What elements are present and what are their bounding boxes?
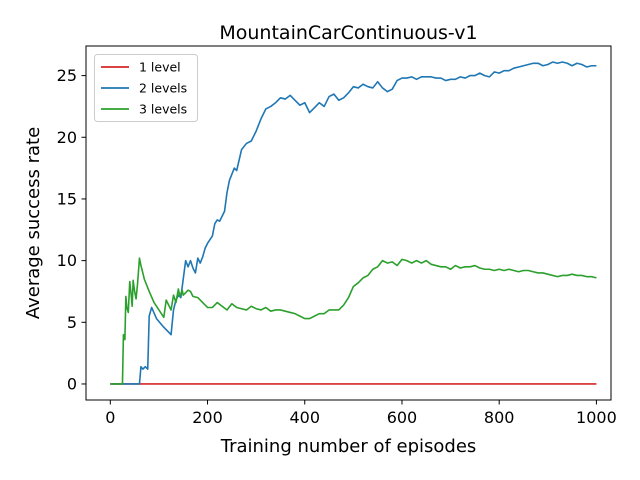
series-line-2-levels xyxy=(110,61,597,385)
series-line-3-levels xyxy=(110,257,597,385)
legend: 1 level 2 levels 3 levels xyxy=(94,54,198,122)
y-tick-label: 25 xyxy=(57,66,77,85)
x-tick-label: 600 xyxy=(387,408,418,427)
y-tick-label: 10 xyxy=(57,251,77,270)
plot-area xyxy=(85,45,612,401)
y-axis: 0 5 10 15 20 25 xyxy=(57,66,86,393)
x-tick-label: 1000 xyxy=(576,408,617,427)
legend-label-2-levels: 2 levels xyxy=(139,81,187,96)
y-tick-label: 5 xyxy=(67,313,77,332)
legend-label-1-level: 1 level xyxy=(139,60,181,75)
x-tick-label: 800 xyxy=(484,408,515,427)
legend-label-3-levels: 3 levels xyxy=(139,102,187,117)
series-layer xyxy=(110,61,597,385)
y-tick-label: 20 xyxy=(57,128,77,147)
x-tick-label: 0 xyxy=(105,408,115,427)
y-tick-label: 15 xyxy=(57,189,77,208)
x-axis-title: Training number of episodes xyxy=(220,436,477,457)
chart-title: MountainCarContinuous-v1 xyxy=(219,22,477,44)
plot-frame xyxy=(85,45,612,401)
x-axis: 0 200 400 600 800 1000 xyxy=(105,400,617,427)
legend-box xyxy=(94,54,198,122)
x-tick-label: 200 xyxy=(192,408,223,427)
x-tick-label: 400 xyxy=(289,408,320,427)
y-axis-title: Average success rate xyxy=(23,127,44,319)
y-tick-label: 0 xyxy=(67,374,77,393)
